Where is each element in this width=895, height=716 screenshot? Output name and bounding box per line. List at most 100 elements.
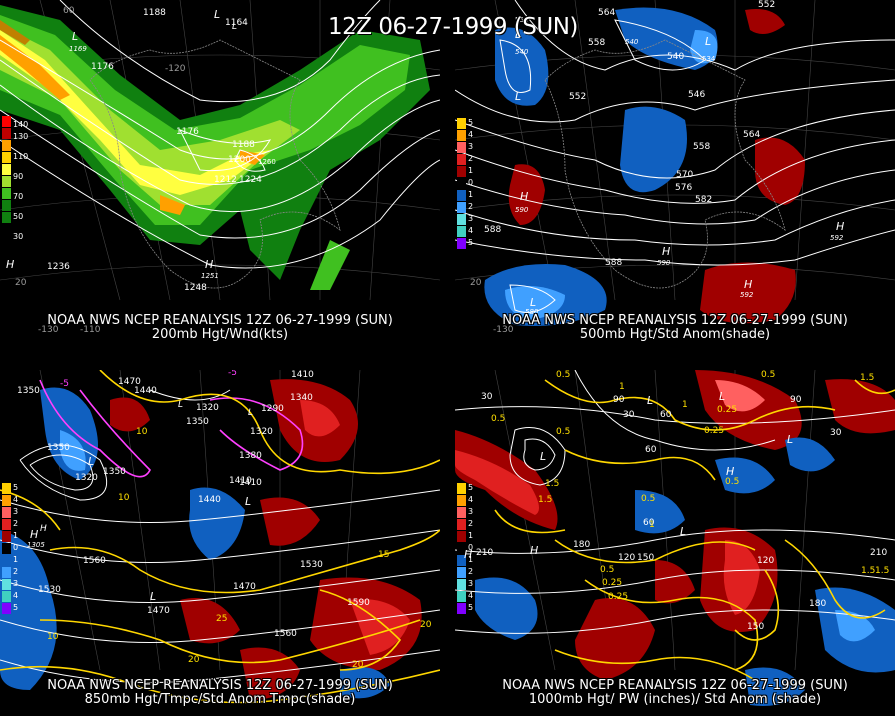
pw-label: 0.25: [608, 592, 629, 602]
contour-label: 60: [645, 445, 657, 455]
legend-swatch: [457, 118, 466, 129]
low-marker: L: [680, 525, 687, 538]
pw-label: 1.5: [861, 566, 876, 576]
legend-swatch: [457, 214, 466, 225]
legend-label: 4: [13, 591, 19, 600]
contour-label: 1470: [147, 606, 170, 616]
contour-label: 558: [588, 38, 606, 48]
temp-label: 25: [216, 614, 228, 624]
legend-swatch: [457, 555, 466, 566]
contour-label: 180: [573, 540, 591, 550]
contour-label: 552: [758, 0, 776, 10]
panel-caption-field: 200mb Hgt/Wnd(kts): [151, 327, 289, 342]
low-marker: L: [150, 590, 157, 603]
legend-swatch: [2, 224, 11, 235]
contour-label: 30: [623, 410, 635, 420]
legend-swatch: [2, 555, 11, 566]
contour-label: 558: [693, 142, 711, 152]
contour-label: 1164: [225, 18, 248, 28]
temp-label: 10: [47, 632, 59, 642]
contour-label: 1305: [27, 541, 45, 549]
legend-swatch: [457, 130, 466, 141]
contour-label: 580: [525, 308, 539, 316]
low-marker: L: [705, 35, 712, 48]
legend-label: 130: [13, 132, 29, 141]
figure-title: 12Z 06-27-1999 (SUN): [328, 14, 578, 40]
contour-label: 1188: [232, 140, 255, 150]
legend-label: 3: [468, 142, 474, 151]
contour-label: 1236: [47, 262, 70, 272]
legend-swatch: [2, 531, 11, 542]
panel-caption-field: 850mb Hgt/Tmpc/Std Anom Tmpc(shade): [84, 692, 356, 707]
high-marker: H: [205, 258, 214, 271]
high-marker: H: [530, 544, 539, 557]
contour-label: 30: [481, 392, 493, 402]
legend-label: 2: [468, 567, 474, 576]
legend-swatch: [2, 483, 11, 494]
low-marker: L: [719, 390, 726, 403]
contour-label: 570: [676, 170, 694, 180]
contour-label: 180: [809, 599, 827, 609]
low-marker: L: [540, 450, 547, 463]
contour-label: 90: [790, 395, 802, 405]
legend-swatch: [2, 152, 11, 163]
contour-label: 590: [515, 206, 529, 214]
map-500mb: [455, 0, 895, 326]
legend-850mb: [2, 483, 14, 615]
legend-swatch: [2, 116, 11, 127]
legend-label: 2: [468, 154, 474, 163]
lon-label: -120: [165, 64, 186, 74]
legend-label: 3: [468, 214, 474, 223]
contour-label: 558: [515, 16, 529, 24]
lon-label: -110: [80, 325, 101, 335]
legend-label: 0: [13, 543, 19, 552]
pw-label: 0.25: [704, 426, 725, 436]
legend-label: 50: [13, 212, 24, 221]
legend-label: 4: [13, 495, 19, 504]
contour-label: 582: [695, 195, 713, 205]
high-marker: H: [464, 548, 473, 561]
panel-200mb: 140 130 110 90 70 50 30 1188 1164 1169 1…: [0, 0, 440, 345]
low-marker: L: [88, 455, 95, 468]
contour-label: 1320: [196, 403, 219, 413]
legend-swatch: [457, 190, 466, 201]
legend-label: 5: [468, 238, 474, 247]
low-marker: L: [178, 400, 184, 410]
contour-label: 1176: [176, 127, 199, 137]
pw-label: 0.25: [602, 578, 623, 588]
contour-label: 1169: [69, 45, 87, 53]
pw-label: 1: [682, 400, 688, 410]
legend-swatch: [457, 603, 466, 614]
legend-label: 1: [468, 190, 474, 199]
legend-label: 4: [468, 226, 474, 235]
legend-1000mb: [457, 483, 469, 615]
contour-label: 1440: [134, 386, 157, 396]
legend-swatch: [457, 154, 466, 165]
low-marker: L: [232, 22, 238, 32]
map-1000mb: [455, 370, 895, 706]
legend-swatch: [457, 483, 466, 494]
contour-label: 552: [569, 92, 587, 102]
high-marker: H: [662, 245, 671, 258]
contour-label: 588: [484, 225, 502, 235]
contour-label: 592: [740, 291, 754, 299]
panel-caption-field: 1000mb Hgt/ PW (inches)/ Std Anom (shade…: [528, 692, 822, 707]
contour-label: 590: [657, 259, 671, 267]
contour-label: 30: [830, 428, 842, 438]
contour-label: 1410: [291, 370, 314, 380]
contour-label: 546: [688, 90, 706, 100]
temp-label: 10: [118, 493, 130, 503]
contour-label: 210: [870, 548, 888, 558]
temp-label: 20: [188, 655, 200, 665]
legend-label: 30: [13, 232, 24, 241]
contour-label: 1290: [261, 404, 284, 414]
contour-label: 1224: [239, 175, 262, 185]
legend-label: 140: [13, 120, 29, 129]
legend-swatch: [2, 200, 11, 211]
legend-swatch: [2, 579, 11, 590]
pw-label: 0.5: [556, 370, 571, 380]
contour-label: 1350: [17, 386, 40, 396]
contour-label: 1380: [239, 451, 262, 461]
legend-swatch: [457, 567, 466, 578]
legend-swatch: [457, 238, 466, 249]
